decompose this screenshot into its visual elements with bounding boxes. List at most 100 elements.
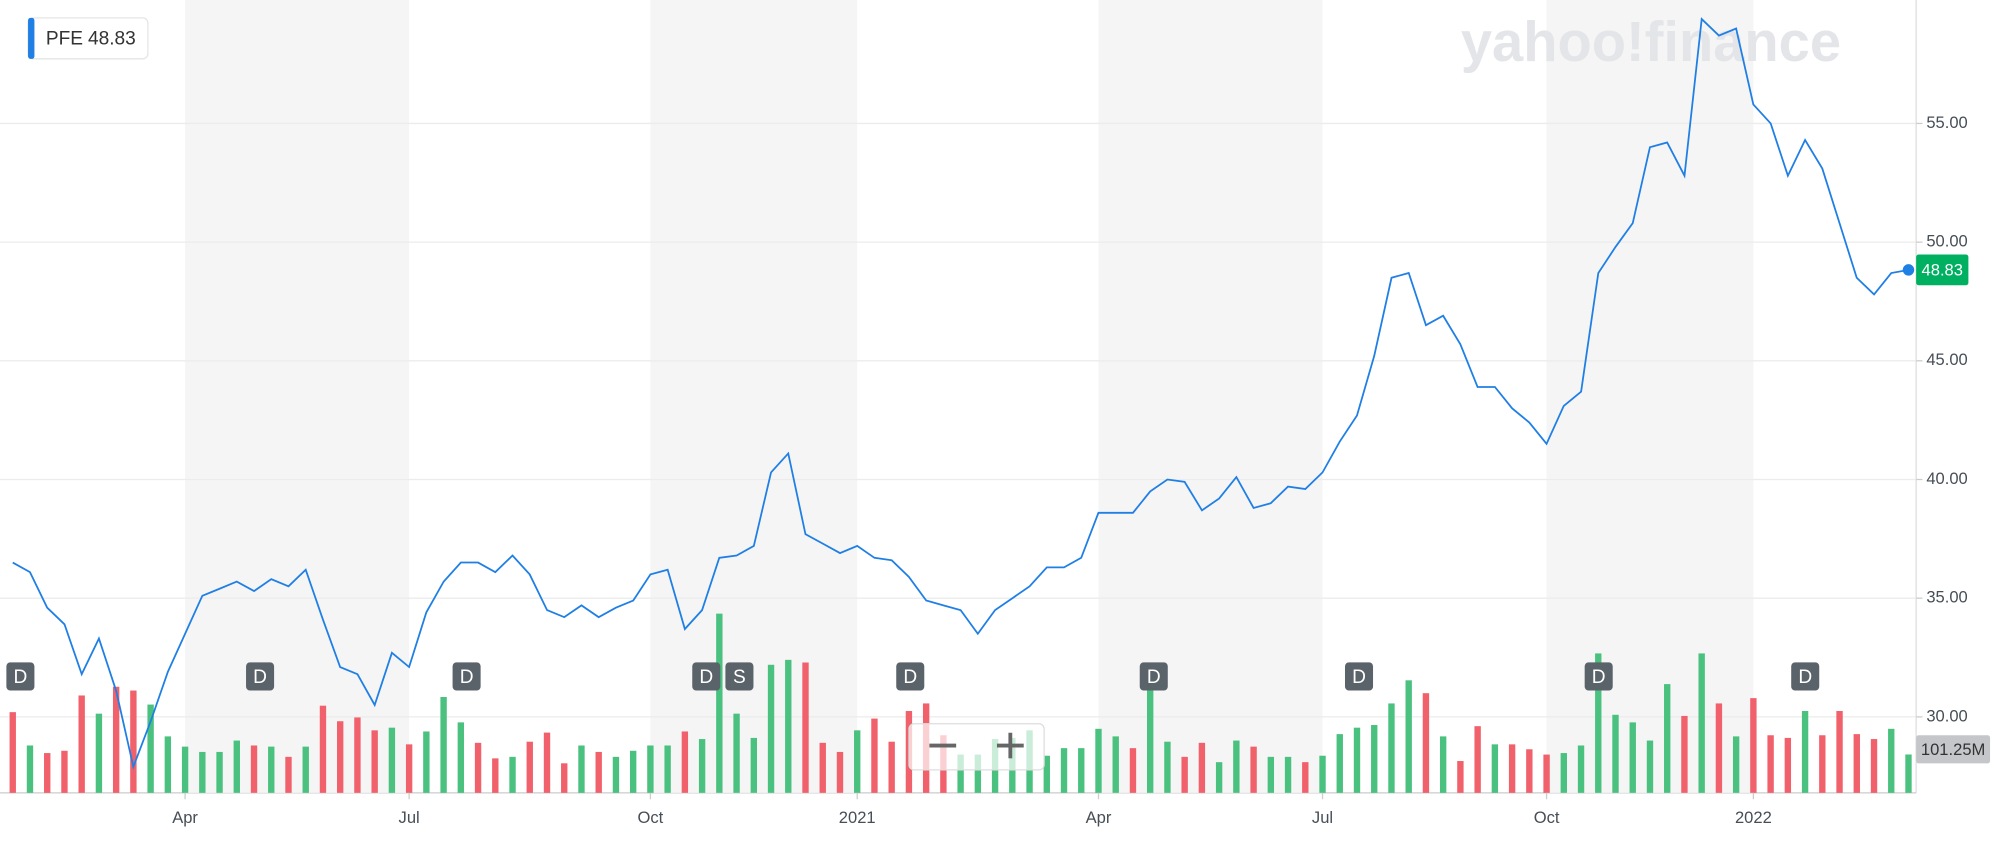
event-label: D: [253, 667, 267, 688]
volume-bar: [216, 751, 223, 793]
volume-bar: [61, 750, 68, 793]
x-tick-label: Jul: [399, 808, 420, 827]
volume-bar: [836, 751, 844, 793]
legend-swatch: [28, 17, 35, 59]
volume-bar: [164, 736, 172, 793]
volume-bar: [1784, 737, 1792, 793]
price-tag-label: 48.83: [1922, 261, 1963, 280]
volume-bar: [1267, 756, 1275, 793]
event-label: D: [1798, 667, 1812, 688]
volume-bar: [268, 746, 275, 793]
volume-bar: [250, 745, 258, 793]
volume-bar: [1095, 728, 1102, 793]
volume-bar: [1629, 722, 1636, 793]
volume-bar: [595, 751, 602, 793]
volume-bar: [785, 659, 792, 793]
event-marker: [725, 662, 754, 691]
volume-bar: [561, 763, 568, 793]
volume-bar: [1612, 714, 1619, 793]
volume-bar: [664, 745, 671, 793]
volume-bar: [1284, 756, 1292, 793]
zoom-control[interactable]: [908, 723, 1045, 771]
event-label: D: [13, 667, 27, 688]
volume-bar: [854, 730, 861, 793]
volume-bar: [1801, 711, 1809, 793]
volume-tag: [1916, 735, 1991, 764]
volume-bar: [1508, 744, 1516, 793]
volume-bar: [1439, 736, 1447, 793]
volume-bar: [733, 713, 740, 793]
volume-bar: [1664, 684, 1671, 793]
volume-bar: [1319, 755, 1326, 793]
event-label: D: [1592, 667, 1606, 688]
volume-bar: [629, 750, 637, 793]
volume-bar: [319, 705, 327, 793]
y-tick-label: 30.00: [1926, 706, 1967, 725]
volume-bar: [802, 662, 809, 793]
volume-bar: [526, 741, 533, 793]
volume-bar: [181, 746, 189, 793]
volume-bar: [1888, 728, 1895, 793]
x-tick-label: Oct: [638, 808, 664, 827]
volume-bar: [78, 695, 85, 793]
x-tick-label: Apr: [1086, 808, 1112, 827]
volume-bar: [1336, 734, 1343, 793]
volume-bar: [819, 742, 826, 793]
event-marker: [692, 662, 721, 691]
volume-bar: [1595, 653, 1602, 793]
volume-bar: [371, 730, 378, 793]
last-point: [1902, 264, 1915, 276]
volume-bar: [871, 718, 878, 793]
volume-bar: [95, 713, 103, 793]
volume-bar: [1043, 755, 1050, 793]
x-tick-label: Apr: [172, 808, 198, 827]
volume-bar: [716, 613, 723, 793]
event-marker: [452, 662, 481, 691]
volume-bar: [112, 686, 120, 793]
volume-bar: [423, 731, 430, 793]
volume-bar: [9, 712, 16, 793]
volume-bar: [1112, 736, 1119, 793]
volume-bar: [750, 737, 757, 793]
volume-bar: [888, 741, 895, 793]
volume: [9, 613, 1912, 793]
volume-bar: [285, 756, 292, 793]
bands: [185, 0, 1754, 793]
volume-bar: [1164, 741, 1171, 793]
volume-bar: [1233, 740, 1240, 793]
event-marker: [1584, 662, 1613, 691]
watermark: yahoo!finance: [1461, 10, 1841, 73]
y-tick-label: 45.00: [1926, 350, 1967, 369]
volume-bar: [440, 696, 447, 793]
event-marker: [896, 662, 925, 691]
volume-bar: [767, 664, 775, 793]
event-marker: [246, 662, 275, 691]
volume-bar: [388, 727, 396, 793]
volume-bar: [1198, 742, 1206, 793]
event-label: D: [699, 667, 713, 688]
time-band: [1546, 0, 1754, 793]
volume-bar: [1543, 754, 1550, 793]
volume-bar: [1353, 727, 1361, 793]
price-line: [12, 17, 1909, 770]
volume-bar: [44, 753, 51, 793]
volume-bar: [578, 745, 585, 793]
volume-bar: [1371, 725, 1378, 793]
volume-bar: [1681, 715, 1688, 793]
volume-bar: [147, 704, 154, 793]
volume-bar: [1491, 744, 1499, 793]
volume-bar: [1215, 762, 1223, 793]
volume-bar: [1526, 749, 1533, 793]
y-tick-label: 55.00: [1926, 113, 1967, 132]
volume-bar: [681, 731, 689, 793]
volume-bar: [1060, 748, 1068, 793]
legend-symbol: PFE: [46, 29, 83, 50]
event-marker: [1344, 662, 1374, 691]
y-tick-label: 35.00: [1926, 588, 1967, 607]
volume-bar: [1302, 762, 1309, 793]
volume-bar: [233, 740, 240, 793]
volume-bar: [474, 742, 482, 793]
x-tick-label: Jul: [1312, 808, 1333, 827]
